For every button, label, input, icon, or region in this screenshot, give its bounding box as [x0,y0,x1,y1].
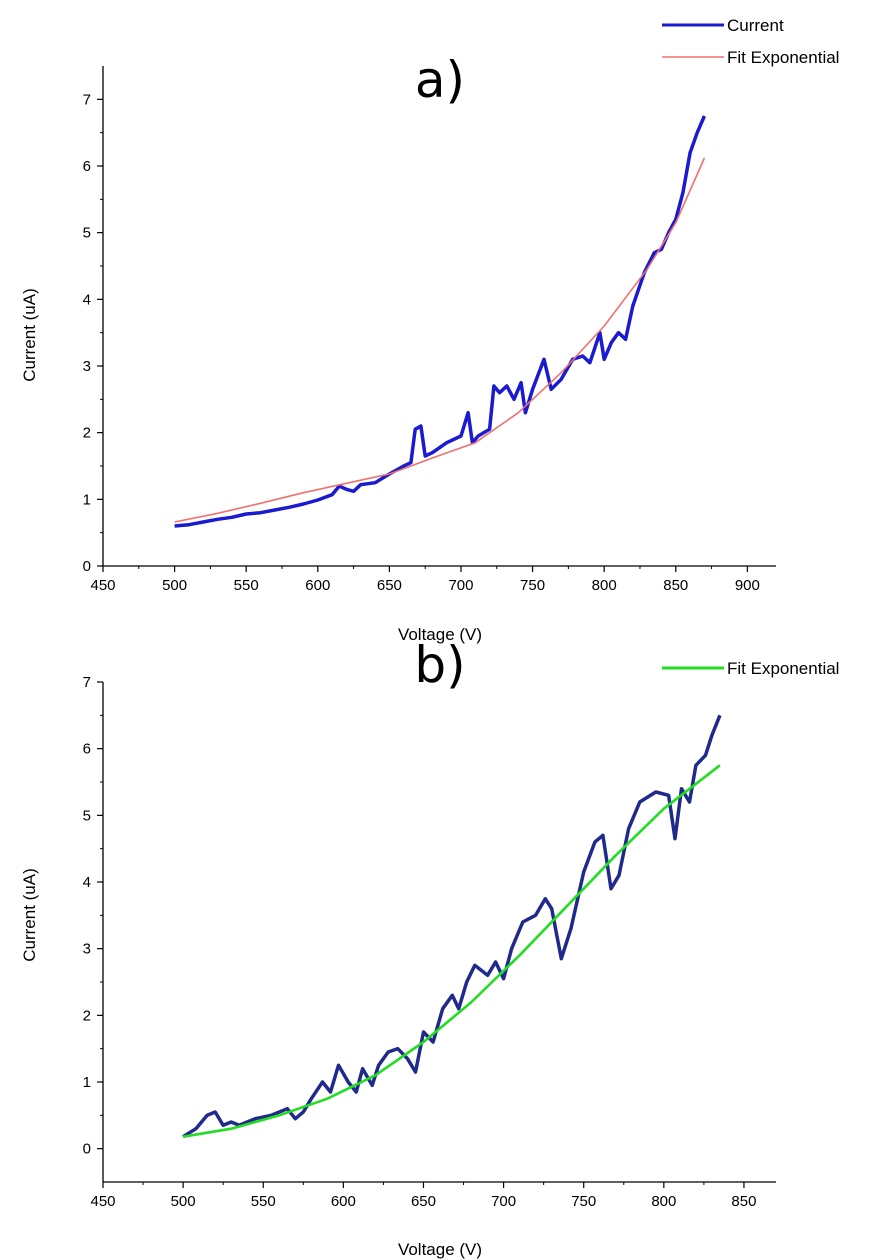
y-tick-label: 5 [83,225,91,242]
y-tick-label: 4 [83,874,91,891]
chart-panel-b: b) 450 500 550 600 650 700 750 800 850 0 1 2 3 4 5 6 7 V… [20,636,839,1259]
current-data-line [174,115,707,528]
panel-b-series [182,714,722,1139]
y-tick-label: 2 [83,1007,91,1024]
panel-b-legend: Fit Exponential [662,659,839,678]
y-tick-label: 6 [83,741,91,758]
x-tick-label: 700 [491,1193,516,1210]
panel-a-x-axis-label: Voltage (V) [398,625,482,644]
y-tick-label: 7 [83,674,91,691]
panel-b-axes [102,682,776,1183]
y-tick-label: 4 [83,291,91,308]
x-tick-label: 850 [731,1193,756,1210]
panel-b-ticks: 450 500 550 600 650 700 750 800 850 0 1 2 3 4 5 6 7 [83,674,757,1210]
x-tick-label: 550 [234,577,259,594]
x-tick-label: 650 [411,1193,436,1210]
panel-a-axes [102,66,776,567]
x-tick-label: 600 [331,1193,356,1210]
panel-a-series [174,115,707,528]
panel-a-y-axis-label: Current (uA) [20,288,39,382]
panel-a-legend-current-label: Current [727,16,784,35]
x-tick-label: 500 [171,1193,196,1210]
y-tick-label: 3 [83,358,91,375]
x-tick-label: 650 [377,577,402,594]
x-tick-label: 800 [651,1193,676,1210]
chart-panel-a: a) 450 500 550 600 650 700 750 800 850 900 0 1 2 3 4 5 6… [20,16,839,644]
panel-a-legend-fit-label: Fit Exponential [727,48,839,67]
panel-a-label: a) [415,51,465,109]
panel-a-legend: Current Fit Exponential [662,16,839,67]
x-tick-label: 450 [90,1193,115,1210]
x-tick-label: 600 [305,577,330,594]
y-tick-label: 1 [83,1074,91,1091]
x-tick-label: 850 [663,577,688,594]
x-tick-label: 700 [448,577,473,594]
x-tick-label: 500 [162,577,187,594]
y-tick-label: 6 [83,158,91,175]
y-tick-label: 0 [83,558,91,575]
x-tick-label: 750 [520,577,545,594]
fit-exponential-line [174,157,706,523]
y-tick-label: 1 [83,491,91,508]
x-tick-label: 550 [251,1193,276,1210]
panel-b-label: b) [414,636,465,694]
y-tick-label: 5 [83,807,91,824]
y-tick-label: 0 [83,1141,91,1158]
x-tick-label: 800 [592,577,617,594]
fit-exponential-line [182,764,721,1138]
y-tick-label: 2 [83,425,91,442]
panel-b-x-axis-label: Voltage (V) [398,1240,482,1259]
panel-a-ticks: 450 500 550 600 650 700 750 800 850 900 0 1 2 3 4 5 6 7 [83,91,760,594]
x-tick-label: 450 [90,577,115,594]
panel-b-legend-fit-label: Fit Exponential [727,659,839,678]
current-data-line [182,714,722,1139]
panel-b-y-axis-label: Current (uA) [20,868,39,962]
y-tick-label: 7 [83,91,91,108]
y-tick-label: 3 [83,941,91,958]
x-tick-label: 750 [571,1193,596,1210]
x-tick-label: 900 [735,577,760,594]
